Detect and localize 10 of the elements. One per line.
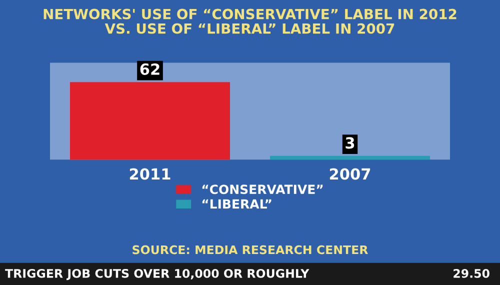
source-note: SOURCE: MEDIA RESEARCH CENTER [132,245,368,254]
x-tick-label: 2007 [330,168,370,180]
data-label: 3 [346,137,354,149]
text: TRIGGER JOB CUTS OVER 10,000 OR ROUGHLY [5,268,310,280]
text: 29.50 [454,268,490,278]
data-label: 62 [140,63,160,75]
legend-label: “LIBERAL” [202,199,272,209]
legend-label: “CONSERVATIVE” [202,184,323,194]
chart-title: NETWORKS' USE OF “CONSERVATIVE” LABEL IN 2012 VS. USE OF “LIBERAL” LABEL IN 2007 [44,8,456,34]
x-tick-label: 2011 [130,168,170,180]
